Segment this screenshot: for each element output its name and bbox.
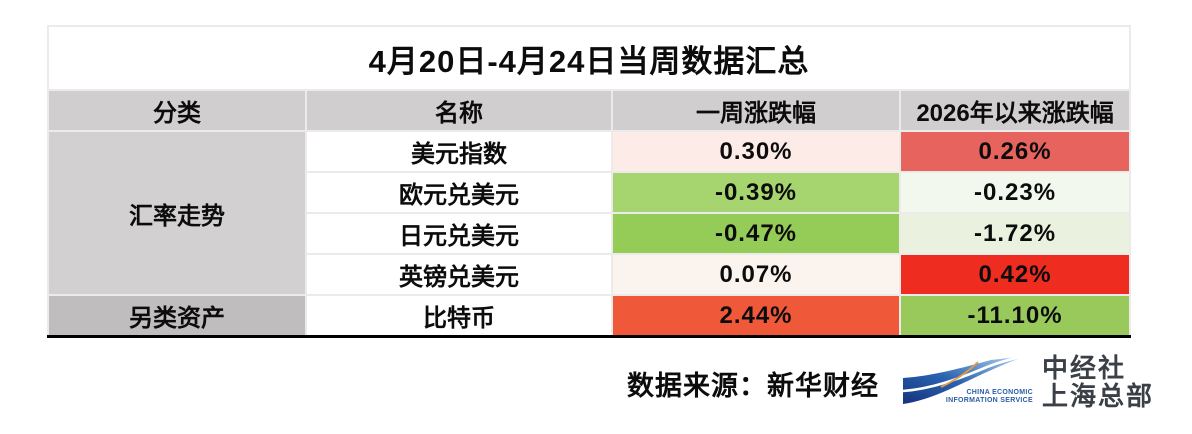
ytd-change-cell: 0.42%	[898, 253, 1132, 296]
name-cell: 英镑兑美元	[305, 253, 613, 296]
table-row: 英镑兑美元 0.07% 0.42%	[48, 253, 1132, 296]
cei-logo: CHINA ECONOMIC INFORMATION SERVICE	[902, 354, 1035, 408]
name-cell: 日元兑美元	[305, 212, 613, 255]
table-header-row: 分类 名称 一周涨跌幅 2026年以来涨跌幅	[47, 89, 1132, 132]
cei-logo-caption-line2: INFORMATION SERVICE	[945, 397, 1033, 404]
week-change-cell: 2.44%	[611, 294, 901, 338]
name-cell: 欧元兑美元	[305, 171, 613, 214]
org-name-line1: 中经社	[1042, 353, 1127, 383]
week-change-cell: 0.30%	[611, 130, 901, 173]
ytd-change-cell: -0.23%	[898, 171, 1132, 214]
cei-logo-caption: CHINA ECONOMIC INFORMATION SERVICE	[946, 389, 1033, 405]
ytd-change-cell: 0.26%	[898, 130, 1132, 173]
table-row: 汇率走势 美元指数 0.30% 0.26%	[47, 130, 1132, 296]
header-ytd-change: 2026年以来涨跌幅	[898, 89, 1132, 132]
header-category: 分类	[47, 89, 307, 132]
header-week-change: 一周涨跌幅	[611, 89, 901, 132]
table-row: 日元兑美元 -0.47% -1.72%	[48, 212, 1132, 255]
header-name: 名称	[305, 89, 613, 132]
data-source-label: 数据来源：新华财经	[627, 371, 879, 401]
org-name-line2: 上海总部	[1042, 381, 1155, 411]
name-cell: 美元指数	[305, 130, 613, 173]
ytd-change-cell: -11.10%	[898, 294, 1132, 338]
cei-logo-caption-line1: CHINA ECONOMIC	[966, 389, 1033, 396]
weekly-data-summary-table: 4月20日-4月24日当周数据汇总 分类 名称 一周涨跌幅 2026年以来涨跌幅…	[46, 25, 1132, 338]
name-cell: 比特币	[305, 294, 613, 338]
week-change-cell: -0.39%	[611, 171, 901, 214]
week-change-cell: -0.47%	[611, 212, 901, 255]
org-name: 中经社 上海总部	[1042, 354, 1154, 410]
week-change-cell: 0.07%	[611, 253, 901, 296]
cei-swoosh-icon	[902, 354, 1028, 404]
ytd-change-cell: -1.72%	[898, 212, 1132, 255]
category-cell-alt-assets: 另类资产	[47, 294, 307, 338]
table-row: 另类资产 比特币 2.44% -11.10%	[47, 294, 1132, 338]
table-title: 4月20日-4月24日当周数据汇总	[46, 25, 1132, 91]
table-title-row: 4月20日-4月24日当周数据汇总	[46, 25, 1132, 91]
table-row: 欧元兑美元 -0.39% -0.23%	[48, 171, 1132, 214]
category-cell-fx: 汇率走势	[47, 130, 307, 296]
